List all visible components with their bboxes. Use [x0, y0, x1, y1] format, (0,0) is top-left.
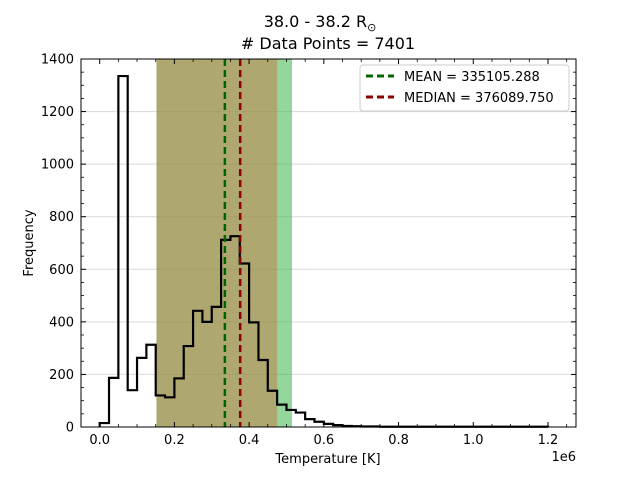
histogram-bin-1: [109, 378, 118, 427]
sun-symbol: ⊙: [367, 21, 376, 34]
y-tick-label-0: 0: [66, 421, 74, 436]
x-axis-multiplier: 1e6: [551, 450, 576, 465]
grid-layer: [81, 111, 576, 375]
histogram-bin-17: [258, 360, 267, 427]
histogram-bin-22: [305, 419, 314, 427]
y-tick-label-6: 1200: [41, 105, 74, 120]
histogram-bin-0: [100, 423, 109, 427]
histogram-bin-7: [165, 397, 174, 427]
band-orange-range: [156, 59, 278, 427]
histogram-bin-18: [268, 391, 277, 427]
tick-layer: 0.0 0.2 0.4 0.6 0.8 1.0 1.2 0 200 400 600 800 1000 12…: [41, 53, 576, 448]
y-tick-label-3: 600: [49, 263, 74, 278]
histogram-bin-13: [221, 240, 230, 427]
x-tick-label-6: 1.2: [538, 433, 559, 448]
x-tick-label-4: 0.8: [388, 433, 409, 448]
y-tick-label-7: 1400: [41, 53, 74, 68]
histogram-bin-4: [137, 358, 146, 427]
histogram-bin-14: [230, 236, 239, 427]
legend: MEAN = 335105.288 MEDIAN = 376089.750: [359, 64, 570, 112]
histogram-bin-23: [314, 422, 323, 427]
histogram-bin-2: [118, 76, 127, 427]
y-tick-label-5: 1000: [41, 158, 74, 173]
histogram-bin-10: [193, 311, 202, 427]
x-tick-label-5: 1.0: [463, 433, 484, 448]
band-layer: [156, 59, 293, 427]
histogram-bin-6: [156, 395, 165, 427]
y-tick-label-2: 400: [49, 315, 74, 330]
x-tick-label-3: 0.6: [313, 433, 334, 448]
legend-box: [359, 64, 570, 112]
histogram-bin-9: [184, 346, 193, 427]
y-axis-label: Frequency: [22, 209, 37, 276]
histogram-bin-21: [296, 413, 305, 427]
legend-median-label: MEDIAN = 376089.750: [404, 91, 554, 106]
histogram-bin-20: [286, 410, 295, 427]
histogram-bin-12: [212, 307, 221, 427]
histogram-bin-16: [249, 322, 258, 427]
x-tick-label-2: 0.4: [239, 433, 260, 448]
y-tick-label-1: 200: [49, 368, 74, 383]
x-axis-label: Temperature [K]: [274, 452, 380, 467]
chart-title-line2: # Data Points = 7401: [241, 34, 415, 53]
histogram-bin-11: [202, 322, 211, 427]
chart-title-main: 38.0 - 38.2 R: [264, 12, 367, 31]
x-tick-label-0: 0.0: [89, 433, 110, 448]
histogram-bin-5: [146, 345, 155, 427]
histogram-bin-19: [277, 405, 286, 427]
chart-title-line1: 38.0 - 38.2 R⊙: [264, 12, 377, 34]
y-tick-label-4: 800: [49, 210, 74, 225]
histogram-bin-8: [174, 378, 183, 427]
histogram-bin-3: [128, 390, 137, 427]
stat-line-layer: [223, 59, 242, 427]
legend-mean-label: MEAN = 335105.288: [404, 70, 540, 85]
x-tick-label-1: 0.2: [164, 433, 185, 448]
